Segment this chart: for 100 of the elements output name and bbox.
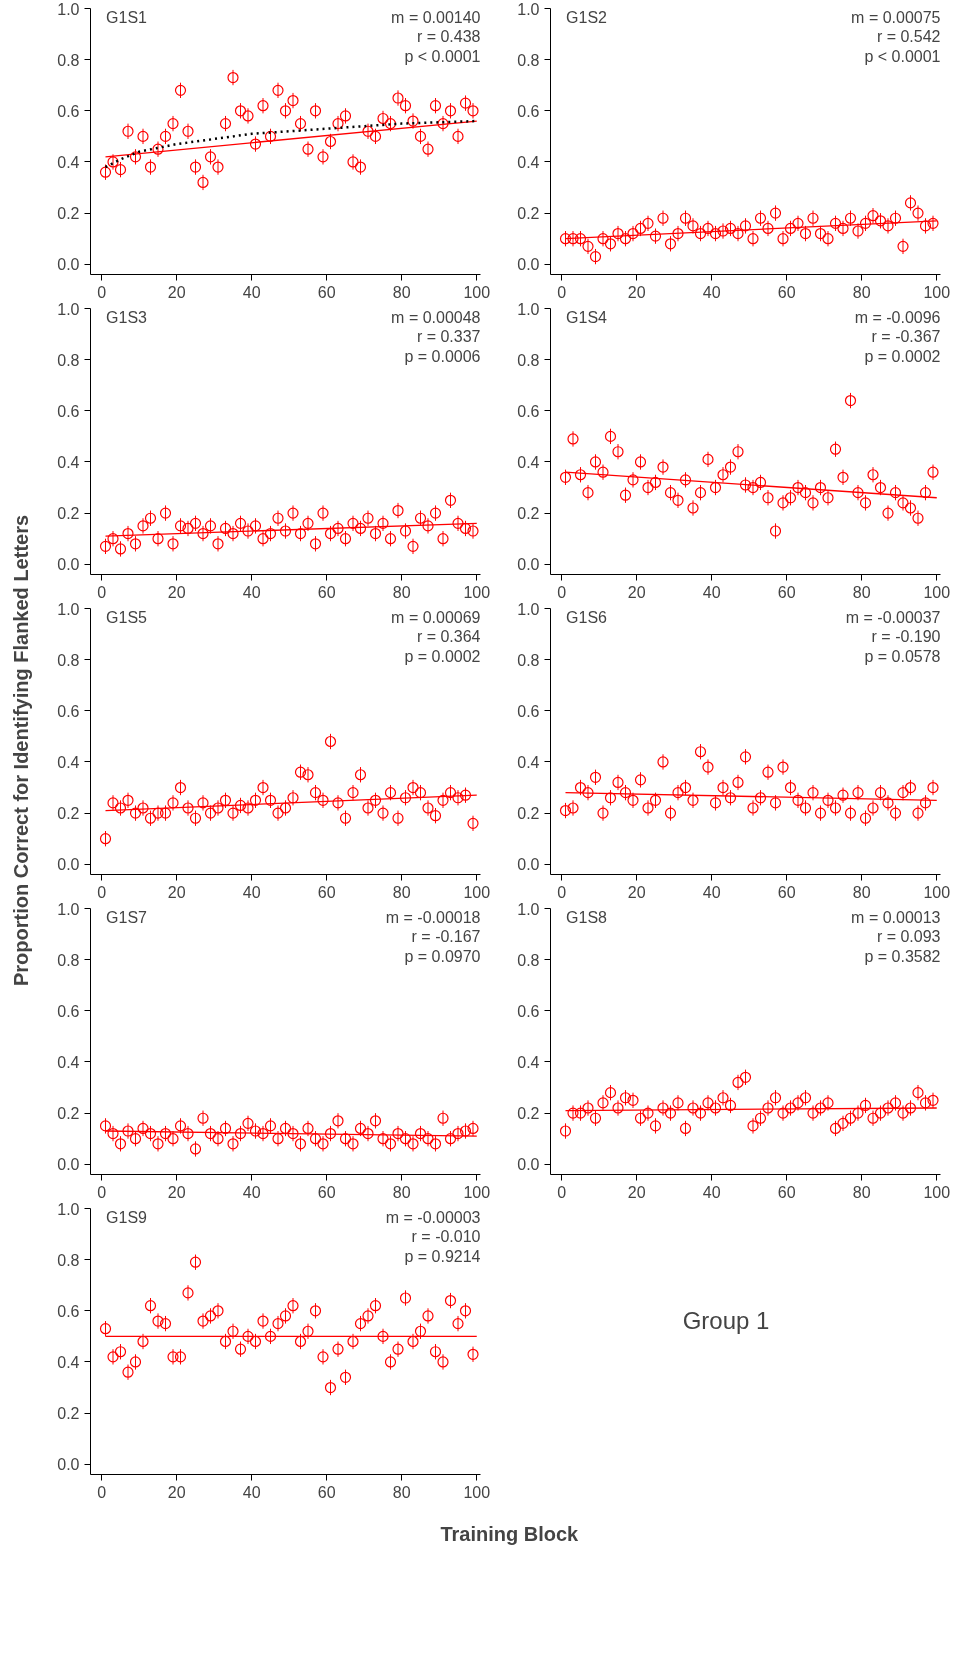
- x-tick-label: 0: [557, 1183, 567, 1201]
- y-tick-label: 1.0: [517, 0, 540, 18]
- y-tick-label: 0.4: [517, 753, 540, 771]
- x-tick-label: 100: [463, 283, 491, 301]
- x-tick-label: 20: [627, 1183, 646, 1201]
- x-tick-label: 80: [392, 583, 411, 601]
- x-tick-label: 60: [317, 1483, 336, 1501]
- annotation: r = -0.367: [871, 328, 941, 346]
- y-tick-label: 1.0: [57, 0, 80, 18]
- y-tick-label: 0.6: [57, 1002, 80, 1020]
- x-tick-label: 100: [923, 1183, 951, 1201]
- x-tick-label: 100: [923, 583, 951, 601]
- x-tick-label: 80: [852, 883, 871, 901]
- y-tick-label: 0.2: [57, 1105, 80, 1123]
- x-tick-label: 40: [702, 583, 721, 601]
- x-tick-label: 80: [392, 1183, 411, 1201]
- y-tick-label: 0.2: [57, 505, 80, 523]
- y-tick-label: 0.4: [517, 453, 540, 471]
- x-tick-label: 80: [392, 283, 411, 301]
- x-tick-label: 100: [923, 283, 951, 301]
- y-tick-label: 0.8: [57, 951, 80, 969]
- y-tick-label: 0.8: [517, 351, 540, 369]
- y-tick-label: 0.0: [517, 256, 540, 274]
- annotation: p = 0.3582: [864, 948, 941, 966]
- y-tick-label: 0.4: [57, 453, 80, 471]
- x-tick-label: 40: [702, 883, 721, 901]
- y-tick-label: 0.0: [57, 1156, 80, 1174]
- chart-title: G1S1: [106, 8, 148, 26]
- x-tick-label: 0: [97, 883, 107, 901]
- y-tick-label: 0.8: [57, 1251, 80, 1269]
- x-tick-label: 40: [702, 283, 721, 301]
- annotation: m = -0.00037: [845, 608, 941, 626]
- chart-title: G1S3: [106, 308, 148, 326]
- chart-title: G1S8: [566, 908, 608, 926]
- y-tick-label: 0.4: [517, 153, 540, 171]
- y-tick-label: 0.6: [57, 402, 80, 420]
- annotation: r = -0.167: [411, 928, 481, 946]
- text: Group 1: [682, 1306, 770, 1334]
- annotation: p = 0.0002: [404, 648, 481, 666]
- annotation: r = 0.364: [416, 628, 481, 646]
- x-tick-label: 80: [852, 1183, 871, 1201]
- annotation: p = 0.0578: [864, 648, 941, 666]
- y-tick-label: 1.0: [517, 600, 540, 618]
- annotation: p < 0.0001: [864, 48, 941, 66]
- x-tick-label: 20: [167, 283, 186, 301]
- x-tick-label: 20: [167, 583, 186, 601]
- y-tick-label: 0.6: [517, 102, 540, 120]
- y-tick-label: 0.0: [57, 856, 80, 874]
- x-tick-label: 0: [97, 283, 107, 301]
- x-tick-label: 60: [777, 883, 796, 901]
- y-tick-label: 1.0: [57, 300, 80, 318]
- x-tick-label: 60: [317, 583, 336, 601]
- annotation: p = 0.9214: [404, 1248, 481, 1266]
- y-tick-label: 0.0: [57, 556, 80, 574]
- x-tick-label: 0: [97, 1483, 107, 1501]
- x-tick-label: 60: [317, 1183, 336, 1201]
- annotation: p = 0.0970: [404, 948, 481, 966]
- y-tick-label: 0.0: [517, 856, 540, 874]
- y-tick-label: 1.0: [57, 1200, 80, 1218]
- y-tick-label: 0.6: [57, 1302, 80, 1320]
- y-tick-label: 0.8: [517, 51, 540, 69]
- x-tick-label: 40: [242, 283, 261, 301]
- annotation: r = 0.438: [416, 28, 481, 46]
- x-tick-label: 60: [777, 1183, 796, 1201]
- x-tick-label: 40: [702, 1183, 721, 1201]
- x-tick-label: 60: [317, 883, 336, 901]
- x-tick-label: 0: [97, 1183, 107, 1201]
- x-tick-label: 80: [852, 583, 871, 601]
- annotation: r = 0.093: [876, 928, 941, 946]
- y-tick-label: 0.0: [57, 1456, 80, 1474]
- x-tick-label: 40: [242, 1483, 261, 1501]
- chart-title: G1S2: [566, 8, 608, 26]
- x-tick-label: 0: [97, 583, 107, 601]
- x-tick-label: 20: [627, 883, 646, 901]
- y-tick-label: 0.0: [57, 256, 80, 274]
- y-tick-label: 0.8: [57, 651, 80, 669]
- x-tick-label: 40: [242, 1183, 261, 1201]
- chart-title: G1S5: [106, 608, 148, 626]
- y-tick-label: 0.2: [517, 205, 540, 223]
- y-tick-label: 0.8: [57, 351, 80, 369]
- annotation: p = 0.0002: [864, 348, 941, 366]
- y-tick-label: 0.8: [57, 51, 80, 69]
- y-tick-label: 0.2: [57, 1405, 80, 1423]
- x-tick-label: 0: [557, 283, 567, 301]
- annotation: m = 0.00048: [391, 308, 481, 326]
- x-tick-label: 20: [167, 1183, 186, 1201]
- y-tick-label: 0.2: [57, 205, 80, 223]
- y-tick-label: 0.8: [517, 951, 540, 969]
- y-tick-label: 0.2: [517, 1105, 540, 1123]
- annotation: r = 0.337: [416, 328, 481, 346]
- x-tick-label: 0: [557, 583, 567, 601]
- chart-title: G1S6: [566, 608, 608, 626]
- y-tick-label: 0.4: [57, 1353, 80, 1371]
- y-tick-label: 0.0: [517, 1156, 540, 1174]
- chart-title: G1S7: [106, 908, 148, 926]
- y-tick-label: 0.2: [517, 805, 540, 823]
- text: Training Block: [440, 1522, 580, 1545]
- y-tick-label: 0.0: [517, 556, 540, 574]
- annotation: p = 0.0006: [404, 348, 481, 366]
- x-tick-label: 80: [392, 883, 411, 901]
